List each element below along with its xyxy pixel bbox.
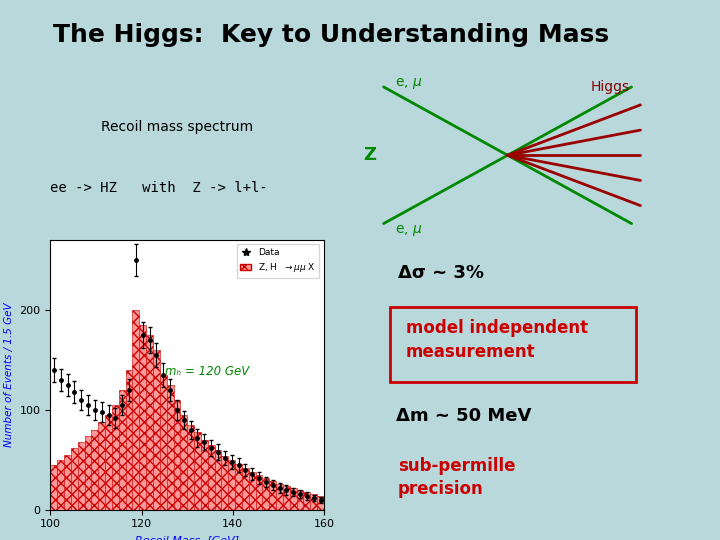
Bar [58,460,64,510]
Bar [167,385,174,510]
Bar [160,375,167,510]
Bar [269,481,276,510]
Bar [78,442,85,510]
Bar [318,496,324,510]
Text: Δm ~ 50 MeV: Δm ~ 50 MeV [397,407,532,426]
Bar [181,415,187,510]
Bar [140,325,146,510]
Bar [228,460,235,510]
Bar [297,490,304,510]
Bar [146,335,153,510]
Text: ee -> HZ   with  Z -> l+l-: ee -> HZ with Z -> l+l- [50,181,268,194]
Bar [249,472,256,510]
Text: The Higgs:  Key to Understanding Mass: The Higgs: Key to Understanding Mass [53,23,609,47]
Bar [276,484,283,510]
Bar [174,400,181,510]
Bar [125,370,132,510]
Bar [187,425,194,510]
X-axis label: Recoil Mass  [GeV]: Recoil Mass [GeV] [135,535,239,540]
Bar [194,432,201,510]
Bar [283,486,289,510]
Bar [235,464,242,510]
Text: Recoil mass spectrum: Recoil mass spectrum [101,119,253,133]
Y-axis label: Number of Events / 1.5 GeV: Number of Events / 1.5 GeV [4,302,14,447]
Text: model independent
measurement: model independent measurement [405,319,588,361]
Bar [256,475,262,510]
Bar [99,422,105,510]
Text: Higgs: Higgs [590,80,629,94]
Bar [208,445,215,510]
Bar [64,455,71,510]
Legend: Data, Z, H  $\to \mu\mu$ X: Data, Z, H $\to \mu\mu$ X [237,244,320,278]
Bar [132,310,140,510]
Text: e, $\mu$: e, $\mu$ [395,223,423,238]
Bar [153,350,160,510]
Bar [112,405,119,510]
Text: Δσ ~ 3%: Δσ ~ 3% [397,264,484,282]
Bar [50,465,58,510]
Text: Z: Z [363,146,376,164]
Text: mₕ = 120 GeV: mₕ = 120 GeV [166,364,250,378]
Text: e, $\mu$: e, $\mu$ [395,76,423,91]
Text: sub-permille
precision: sub-permille precision [398,456,516,498]
Bar [304,492,310,510]
Bar [215,450,222,510]
Bar [85,436,91,510]
Bar [119,390,126,510]
Bar [71,448,78,510]
Bar [105,415,112,510]
Bar [91,430,99,510]
Bar [310,494,318,510]
Bar [263,478,269,510]
Bar [242,468,249,510]
Bar [201,440,208,510]
Bar [222,456,228,510]
Bar [290,488,297,510]
